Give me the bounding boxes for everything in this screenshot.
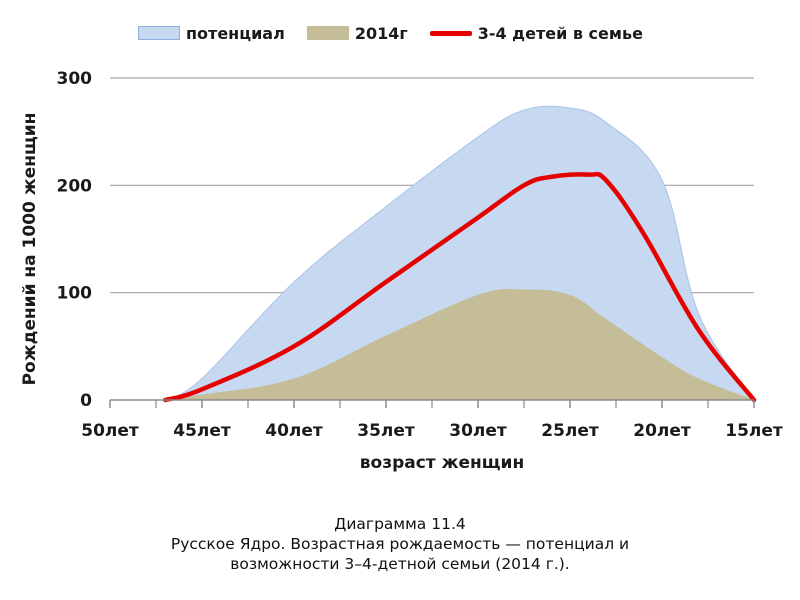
y-tick-label: 100 [57, 284, 93, 304]
caption-line-3: возможности 3–4-детной семьи (2014 г.). [230, 555, 570, 573]
legend-label-2014: 2014г [354, 23, 408, 43]
x-axis-title: возраст женщин [360, 453, 524, 473]
figure-caption: Диаграмма 11.4 Русское Ядро. Возрастная … [0, 514, 800, 574]
x-tick-label: 35лет [357, 421, 415, 441]
x-tick-label: 30лет [449, 421, 507, 441]
x-tick-label: 45лет [173, 421, 231, 441]
x-tick-label: 15лет [725, 421, 783, 441]
y-tick-label: 200 [57, 176, 93, 196]
x-tick-label: 50лет [81, 421, 139, 441]
chart-legend: потенциал 2014г 3-4 детей в семье [138, 22, 665, 44]
x-tick-label: 40лет [265, 421, 323, 441]
caption-line-1: Диаграмма 11.4 [334, 515, 466, 533]
chart-svg: 0 100 200 300 50лет 45лет 40лет 35лет 30лет 25лет… [20, 69, 783, 473]
x-tick-label: 25лет [541, 421, 599, 441]
legend-swatch-2014 [306, 26, 349, 40]
legend-swatch-3-4-children [429, 30, 472, 36]
y-tick-label: 0 [80, 391, 92, 411]
legend-item-potential: потенциал [138, 24, 285, 43]
x-tick-label: 20лет [633, 421, 691, 441]
y-tick-label: 300 [57, 69, 93, 89]
legend-label-potential: потенциал [186, 23, 285, 43]
series-line-3-4-children [162, 171, 757, 403]
caption-line-2: Русское Ядро. Возрастная рождаемость — п… [170, 535, 630, 553]
legend-label-3-4-children: 3-4 детей в семье [477, 23, 643, 43]
y-axis-title: Рождений на 1000 женщин [20, 113, 40, 386]
series-area-2014 [165, 288, 754, 400]
legend-item-2014: 2014г [306, 23, 408, 43]
legend-item-3-4-children: 3-4 детей в семье [429, 23, 643, 43]
legend-swatch-potential [138, 26, 180, 40]
